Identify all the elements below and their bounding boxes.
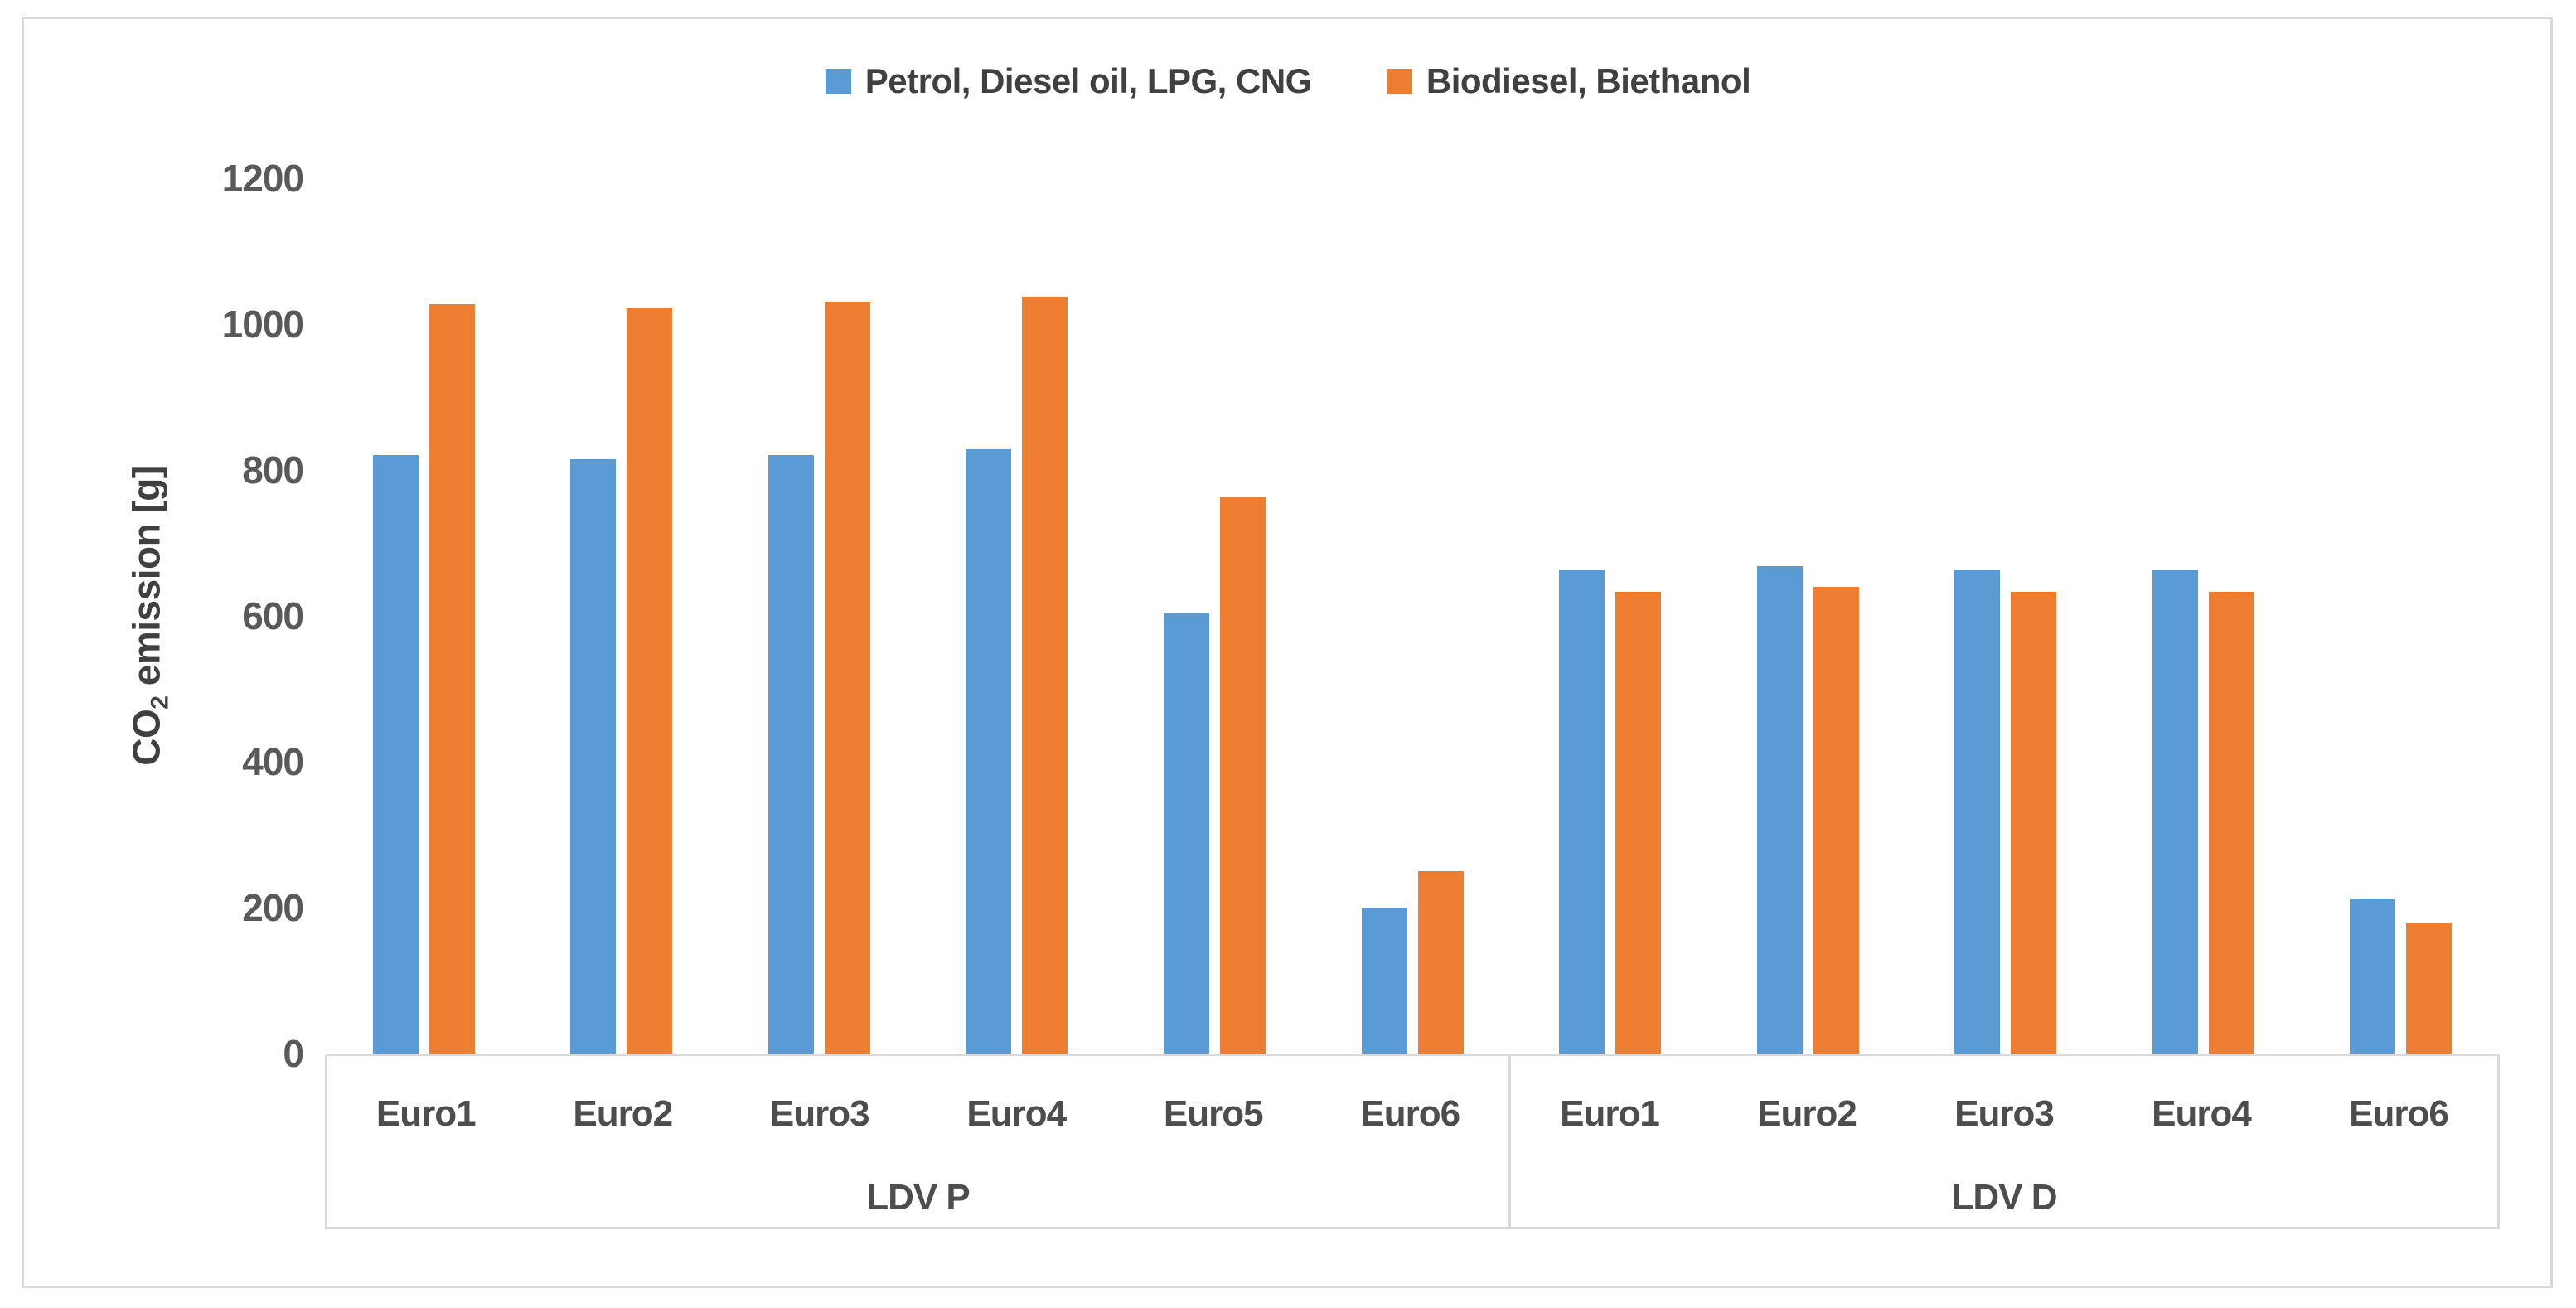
bar-orange-euro1 <box>1615 591 1662 1054</box>
bar-orange-euro2 <box>1813 586 1859 1054</box>
bar-orange-euro4 <box>1022 296 1068 1054</box>
legend-item-biodiesel: Biodiesel, Biethanol <box>1386 61 1751 101</box>
bar-blue-euro1 <box>1559 569 1605 1054</box>
bar-orange-euro6 <box>2406 922 2453 1054</box>
bar-slot-euro4 <box>2104 178 2302 1054</box>
y-tick-label: 400 <box>242 740 304 783</box>
bar-blue-euro4 <box>2152 569 2198 1054</box>
category-label-euro2: Euro2 <box>573 1092 673 1134</box>
category-label-euro6: Euro6 <box>2349 1092 2449 1134</box>
y-tick-label: 1000 <box>221 303 304 346</box>
chart-border <box>22 17 2553 1288</box>
bar-orange-euro6 <box>1417 871 1464 1054</box>
bar-slot-euro5 <box>1116 178 1314 1054</box>
bar-blue-euro3 <box>767 455 814 1054</box>
category-label-euro3: Euro3 <box>1954 1092 2055 1134</box>
group-label-ldv-p: LDV P <box>866 1177 971 1218</box>
group-label-ldv-d: LDV D <box>1951 1177 2058 1218</box>
category-label-euro3: Euro3 <box>769 1092 870 1134</box>
bar-orange-euro4 <box>2208 591 2254 1054</box>
category-label-euro4: Euro4 <box>2152 1092 2252 1134</box>
bar-blue-euro4 <box>966 449 1012 1054</box>
category-label-euro1: Euro1 <box>1560 1092 1660 1134</box>
y-tick-label: 200 <box>242 886 304 929</box>
bar-orange-euro2 <box>627 308 673 1054</box>
bar-slot-euro2 <box>523 178 721 1054</box>
bar-orange-euro5 <box>1219 497 1266 1054</box>
legend: Petrol, Diesel oil, LPG, CNG Biodiesel, … <box>0 61 2576 101</box>
category-label-euro5: Euro5 <box>1163 1092 1264 1134</box>
category-label-row: Euro1 Euro2 Euro3 Euro4 Euro5 Euro6 <box>327 1056 1508 1171</box>
y-tick-label: 0 <box>283 1032 304 1075</box>
bar-slot-euro3 <box>720 178 918 1054</box>
axis-group-ldv-p: Euro1 Euro2 Euro3 Euro4 Euro5 Euro6 LDV P <box>327 1056 1511 1227</box>
bar-blue-euro5 <box>1163 612 1209 1054</box>
legend-item-petrol: Petrol, Diesel oil, LPG, CNG <box>825 61 1313 101</box>
plot-group-ldv-d <box>1511 178 2500 1054</box>
bar-blue-euro3 <box>1954 569 2001 1054</box>
bar-blue-euro1 <box>372 455 419 1054</box>
category-label-euro6: Euro6 <box>1360 1092 1460 1134</box>
plot-group-ldv-p <box>325 178 1511 1054</box>
plot-area <box>325 178 2500 1054</box>
category-label-euro4: Euro4 <box>966 1092 1067 1134</box>
legend-swatch-orange-icon <box>1386 68 1412 94</box>
y-axis-tick-labels: 0 200 400 600 800 1000 1200 <box>0 159 304 1073</box>
bar-blue-euro6 <box>1361 908 1407 1054</box>
bar-orange-euro1 <box>429 304 475 1054</box>
legend-label-biodiesel: Biodiesel, Biethanol <box>1426 61 1751 100</box>
bar-orange-euro3 <box>2011 591 2057 1054</box>
legend-label-petrol: Petrol, Diesel oil, LPG, CNG <box>864 61 1313 100</box>
category-label-euro1: Euro1 <box>375 1092 477 1134</box>
category-label-euro2: Euro2 <box>1757 1092 1857 1134</box>
bar-slot-euro1 <box>1511 178 1709 1054</box>
category-axis: Euro1 Euro2 Euro3 Euro4 Euro5 Euro6 LDV P Eur… <box>325 1054 2500 1229</box>
y-tick-label: 1200 <box>221 157 304 200</box>
legend-swatch-blue-icon <box>825 68 851 94</box>
bar-slot-euro4 <box>918 178 1116 1054</box>
y-tick-label: 600 <box>242 594 304 637</box>
y-tick-label: 800 <box>242 448 304 492</box>
bar-slot-euro2 <box>1709 178 1907 1054</box>
bar-blue-euro6 <box>2350 899 2396 1054</box>
axis-group-ldv-d: Euro1 Euro2 Euro3 Euro4 Euro6 LDV D <box>1511 1056 2497 1227</box>
category-label-row: Euro1 Euro2 Euro3 Euro4 Euro6 <box>1511 1056 2497 1171</box>
bar-blue-euro2 <box>570 458 617 1054</box>
bar-slot-euro3 <box>1906 178 2104 1054</box>
bar-blue-euro2 <box>1756 566 1803 1054</box>
bar-slot-euro1 <box>325 178 523 1054</box>
bar-slot-euro6 <box>2302 178 2500 1054</box>
bar-orange-euro3 <box>824 301 870 1054</box>
bar-slot-euro6 <box>1314 178 1512 1054</box>
